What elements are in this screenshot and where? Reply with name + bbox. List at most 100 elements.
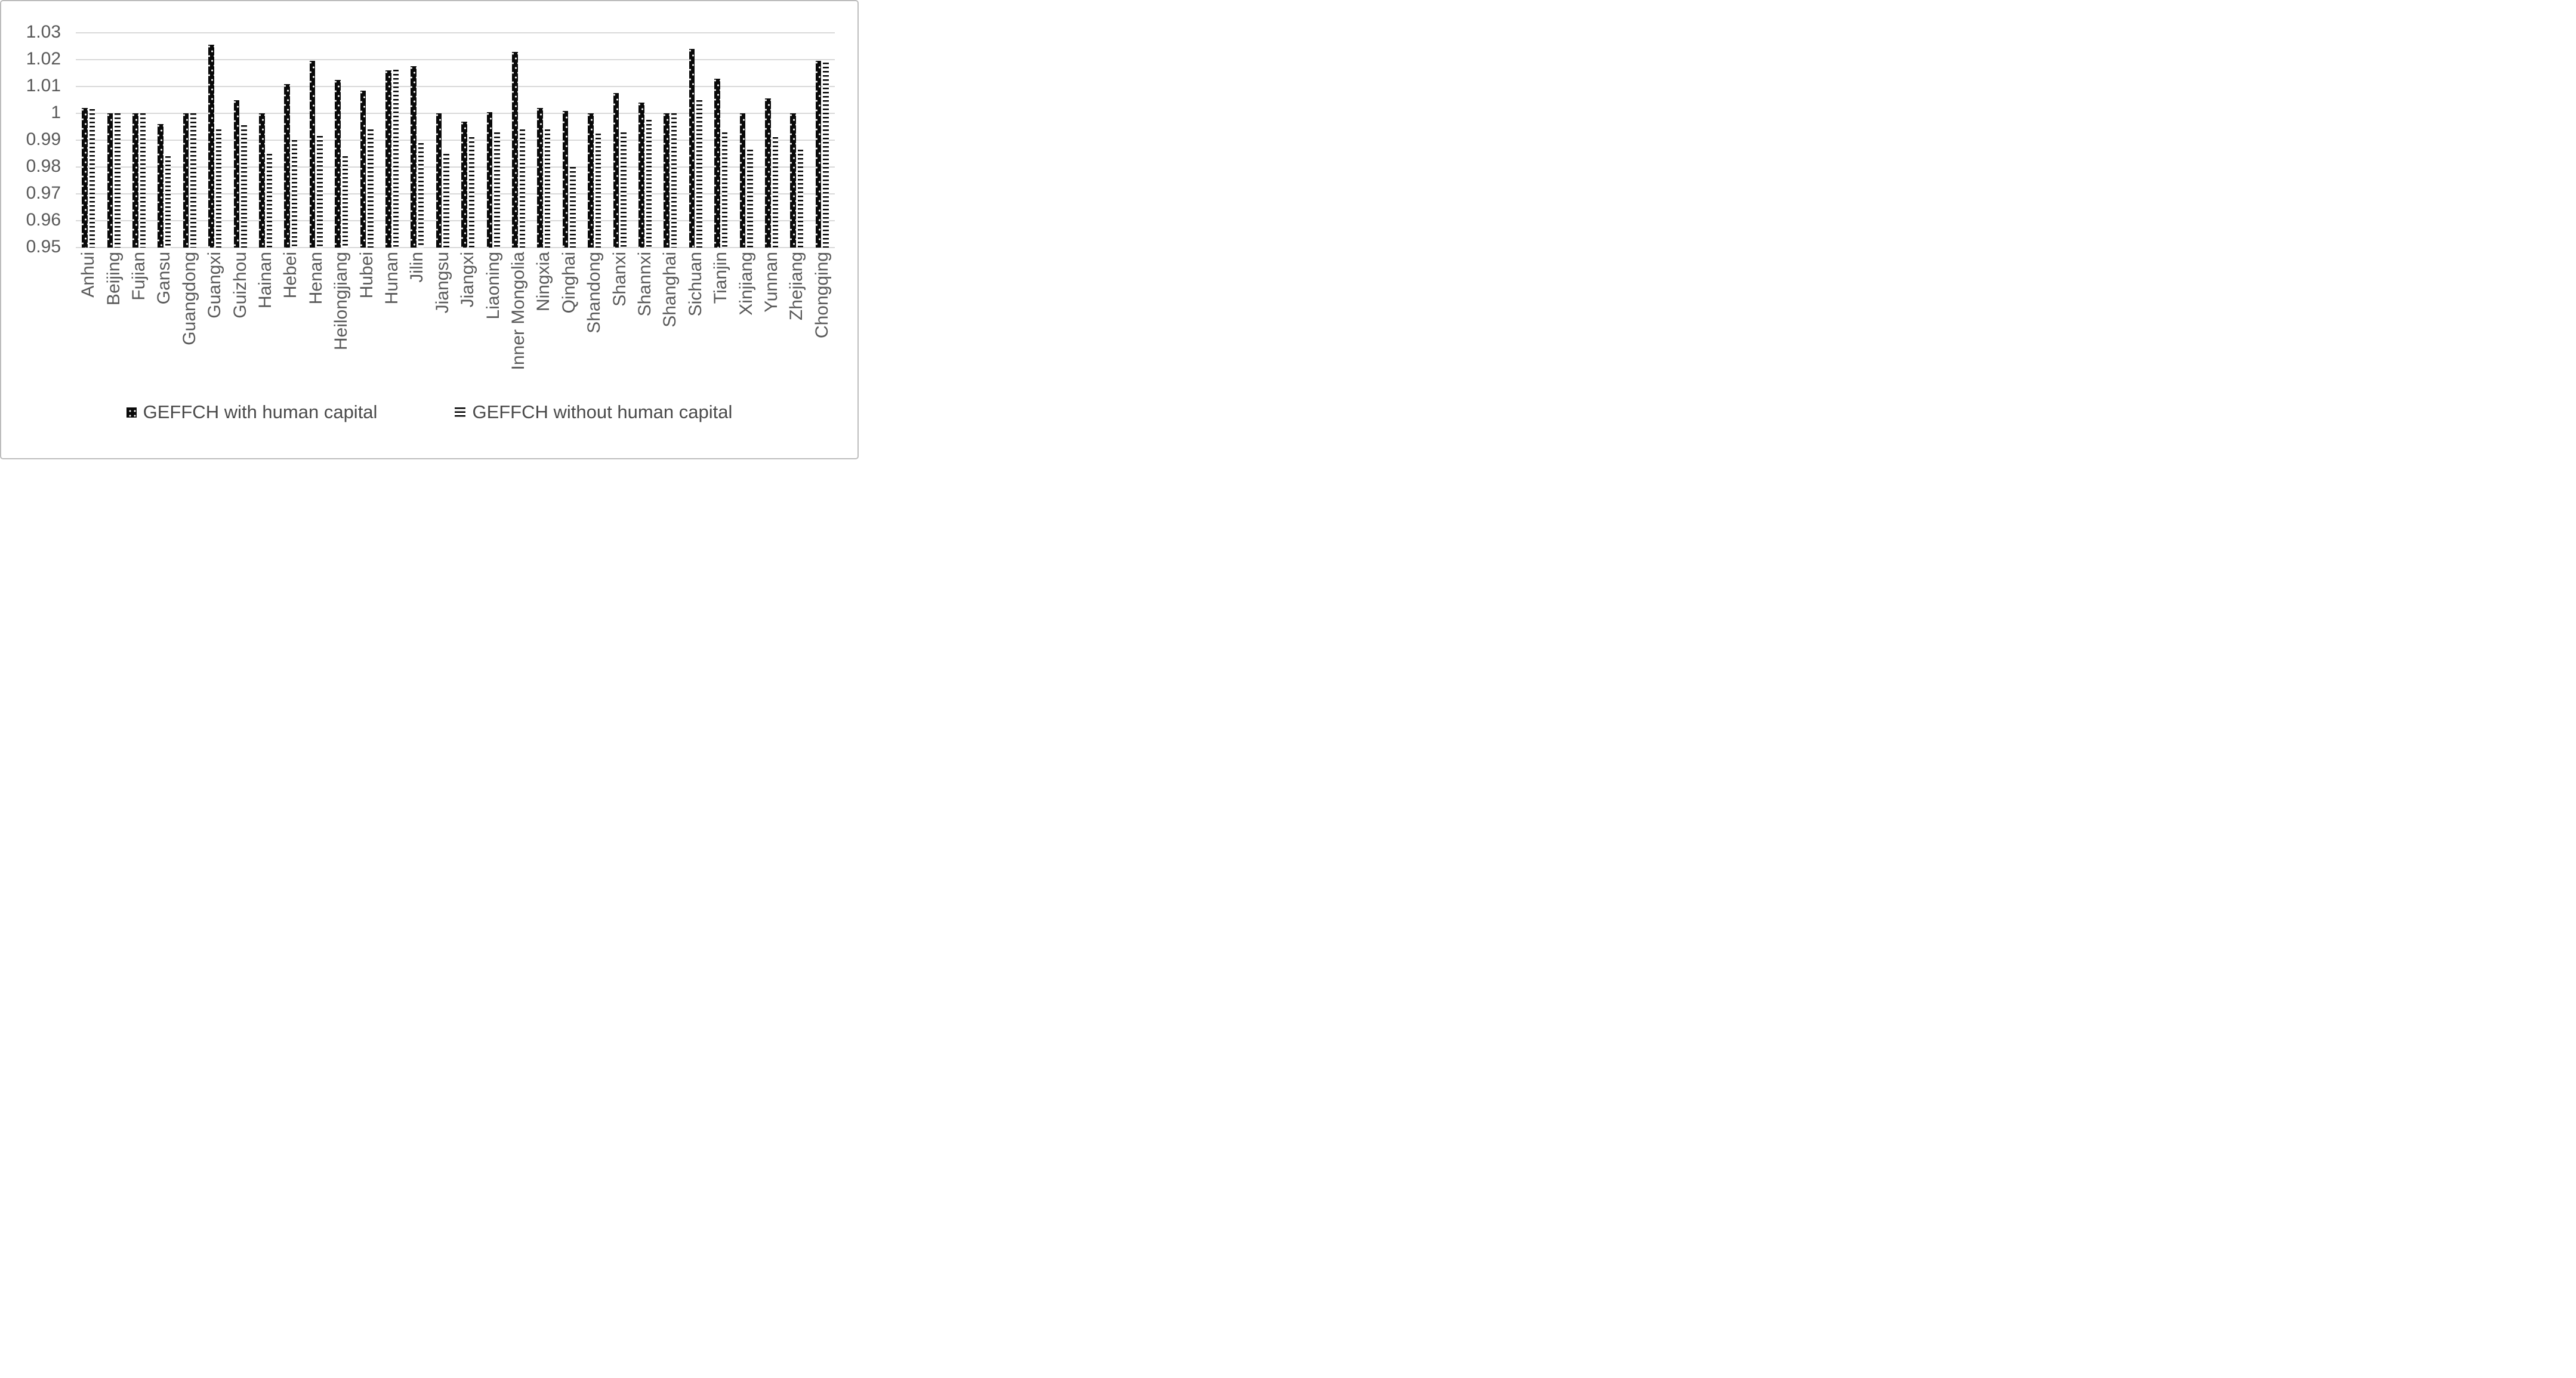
bar-without-human-capital-heilongjiang bbox=[342, 156, 348, 248]
bar-without-human-capital-jiangsu bbox=[443, 153, 449, 248]
bar-without-human-capital-zhejiang bbox=[797, 149, 804, 248]
y-tick-label: 0.97 bbox=[26, 183, 61, 203]
x-category-label-guizhou: Guizhou bbox=[230, 252, 250, 319]
bar-without-human-capital-sichuan bbox=[696, 100, 702, 248]
bar-with-human-capital-shanghai bbox=[664, 113, 670, 248]
bar-without-human-capital-shanghai bbox=[671, 113, 677, 248]
gridline bbox=[76, 59, 835, 60]
bar-without-human-capital-xinjiang bbox=[747, 149, 753, 248]
bar-without-human-capital-hubei bbox=[368, 129, 374, 248]
x-category-label-xinjiang: Xinjiang bbox=[736, 252, 756, 316]
x-category-label-jilin: Jilin bbox=[407, 252, 427, 283]
y-tick-label: 1.02 bbox=[26, 49, 61, 69]
bar-with-human-capital-sichuan bbox=[689, 49, 695, 248]
y-tick-label: 0.99 bbox=[26, 129, 61, 149]
x-category-label-hubei: Hubei bbox=[356, 252, 377, 299]
x-category-label-guangxi: Guangxi bbox=[205, 252, 225, 319]
bar-without-human-capital-shanxi bbox=[621, 132, 627, 248]
gridline bbox=[76, 220, 835, 221]
bar-with-human-capital-ningxia bbox=[537, 108, 543, 248]
gridline bbox=[76, 166, 835, 168]
chart-figure: 1.03 1.02 1.01 1 0.99 0.98 0.97 0.96 0.95 Anhui B… bbox=[0, 0, 859, 459]
x-category-label-shanghai: Shanghai bbox=[660, 252, 680, 327]
x-category-label-yunnan: Yunnan bbox=[761, 252, 781, 313]
bar-without-human-capital-guangxi bbox=[215, 129, 222, 248]
bar-without-human-capital-shandong bbox=[595, 133, 601, 248]
bar-with-human-capital-inner-mongolia bbox=[512, 51, 518, 248]
x-category-label-liaoning: Liaoning bbox=[483, 252, 503, 320]
bar-without-human-capital-tianjin bbox=[721, 132, 728, 248]
bar-with-human-capital-tianjin bbox=[714, 78, 720, 248]
legend-label-without-human-capital: GEFFCH without human capital bbox=[472, 401, 733, 422]
bar-without-human-capital-anhui bbox=[89, 109, 95, 248]
bar-with-human-capital-jilin bbox=[411, 66, 417, 248]
bar-without-human-capital-shannxi bbox=[646, 120, 652, 248]
bar-without-human-capital-hainan bbox=[266, 153, 272, 248]
bar-without-human-capital-yunnan bbox=[772, 137, 778, 248]
bar-with-human-capital-xinjiang bbox=[739, 113, 746, 248]
bar-with-human-capital-hebei bbox=[284, 84, 290, 248]
gridline bbox=[76, 193, 835, 194]
plot-area bbox=[1, 1, 857, 458]
x-category-label-hainan: Hainan bbox=[255, 252, 275, 309]
x-category-label-henan: Henan bbox=[306, 252, 326, 305]
x-category-label-inner-mongolia: Inner Mongolia bbox=[508, 252, 528, 370]
bar-without-human-capital-guizhou bbox=[241, 125, 247, 248]
x-category-label-shannxi: Shannxi bbox=[634, 252, 655, 317]
y-tick-label: 0.95 bbox=[26, 237, 61, 257]
gridline bbox=[76, 140, 835, 141]
y-tick-label: 1.01 bbox=[26, 76, 61, 95]
bar-with-human-capital-guizhou bbox=[233, 100, 240, 248]
bar-without-human-capital-qinghai bbox=[570, 167, 576, 248]
bar-without-human-capital-jilin bbox=[418, 143, 424, 248]
bar-without-human-capital-fujian bbox=[140, 113, 146, 248]
bar-with-human-capital-anhui bbox=[82, 108, 88, 248]
bar-with-human-capital-jiangxi bbox=[461, 121, 467, 248]
bar-with-human-capital-jiangsu bbox=[436, 113, 442, 248]
x-category-label-gansu: Gansu bbox=[154, 252, 174, 305]
gridline bbox=[76, 86, 835, 87]
bar-with-human-capital-guangdong bbox=[183, 113, 189, 248]
bar-with-human-capital-shannxi bbox=[638, 103, 644, 248]
x-category-label-sichuan: Sichuan bbox=[685, 252, 705, 317]
x-category-label-hebei: Hebei bbox=[280, 252, 301, 299]
y-tick-label: 0.96 bbox=[26, 210, 61, 230]
bar-with-human-capital-beijing bbox=[107, 113, 113, 248]
x-category-label-zhejiang: Zhejiang bbox=[786, 252, 807, 321]
bar-with-human-capital-qinghai bbox=[562, 110, 569, 248]
bar-with-human-capital-henan bbox=[309, 61, 316, 248]
x-category-label-beijing: Beijing bbox=[103, 252, 124, 306]
bar-without-human-capital-hunan bbox=[393, 70, 399, 248]
bar-with-human-capital-yunnan bbox=[765, 98, 771, 248]
bar-with-human-capital-zhejiang bbox=[790, 113, 796, 248]
gridline bbox=[76, 247, 835, 248]
y-tick-label: 1 bbox=[51, 103, 61, 122]
x-category-label-shanxi: Shanxi bbox=[609, 252, 630, 307]
bar-without-human-capital-gansu bbox=[165, 156, 171, 248]
x-category-label-shandong: Shandong bbox=[584, 252, 604, 333]
x-category-label-anhui: Anhui bbox=[78, 252, 98, 298]
bar-with-human-capital-shandong bbox=[588, 113, 594, 248]
bar-with-human-capital-hunan bbox=[385, 70, 391, 248]
legend-entry-with-human-capital: GEFFCH with human capital bbox=[126, 402, 377, 422]
bar-without-human-capital-beijing bbox=[115, 113, 121, 248]
bar-without-human-capital-inner-mongolia bbox=[519, 129, 525, 248]
bar-with-human-capital-shanxi bbox=[613, 93, 619, 248]
bar-with-human-capital-guangxi bbox=[208, 45, 214, 248]
x-category-label-qinghai: Qinghai bbox=[559, 252, 579, 314]
legend-marker-lines-icon bbox=[455, 407, 466, 417]
y-tick-label: 1.03 bbox=[26, 22, 61, 42]
x-category-label-jiangxi: Jiangxi bbox=[458, 252, 478, 308]
bar-with-human-capital-heilongjiang bbox=[335, 79, 341, 248]
x-category-label-tianjin: Tianjin bbox=[711, 252, 731, 304]
bar-without-human-capital-henan bbox=[317, 136, 323, 248]
bar-with-human-capital-hubei bbox=[360, 90, 366, 248]
bar-without-human-capital-chongqing bbox=[823, 62, 829, 248]
bar-with-human-capital-hainan bbox=[259, 113, 265, 248]
x-category-label-guangdong: Guangdong bbox=[179, 252, 199, 345]
x-category-label-jiangsu: Jiangsu bbox=[432, 252, 452, 314]
x-category-label-chongqing: Chongqing bbox=[812, 252, 832, 339]
x-category-label-fujian: Fujian bbox=[128, 252, 149, 301]
bar-with-human-capital-chongqing bbox=[815, 61, 822, 248]
legend: GEFFCH with human capital GEFFCH without… bbox=[1, 402, 857, 422]
